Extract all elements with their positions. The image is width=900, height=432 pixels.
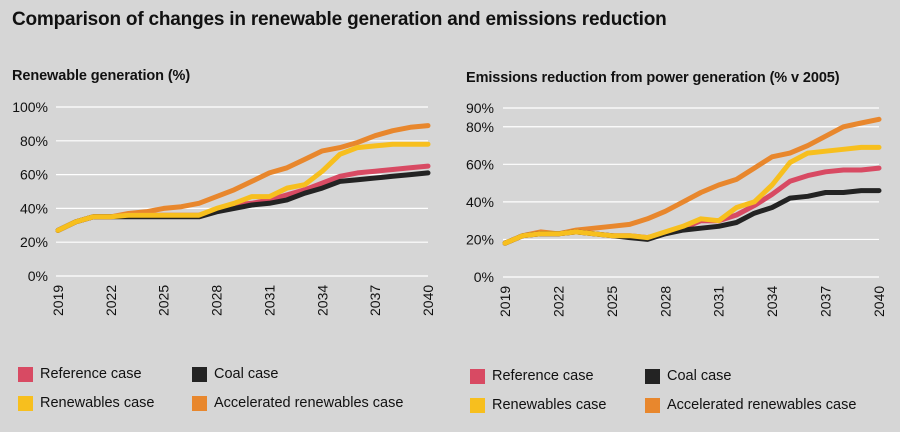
- x-tick-label: 2031: [711, 286, 727, 317]
- legend-label: Coal case: [667, 368, 732, 384]
- x-tick-label: 2040: [420, 285, 436, 316]
- y-tick-label: 0%: [28, 268, 48, 284]
- legend-swatch-renewables: [470, 397, 485, 413]
- y-tick-label: 20%: [466, 231, 494, 247]
- legend-item-renewables-left: Renewables case: [18, 395, 154, 411]
- legend-swatch-coal: [645, 368, 660, 384]
- y-tick-label: 60%: [20, 167, 48, 183]
- legend-item-renewables-right: Renewables case: [470, 397, 606, 413]
- right-chart-title: Emissions reduction from power generatio…: [466, 70, 840, 86]
- legend-swatch-accelerated: [192, 395, 207, 411]
- legend-item-reference-right: Reference case: [470, 368, 594, 384]
- x-tick-label: 2028: [657, 286, 673, 317]
- legend-label: Coal case: [214, 366, 279, 382]
- legend-swatch-coal: [192, 366, 207, 382]
- y-tick-label: 80%: [20, 133, 48, 149]
- y-tick-label: 60%: [466, 156, 494, 172]
- y-tick-label: 40%: [20, 200, 48, 216]
- x-tick-label: 2025: [156, 285, 172, 316]
- x-tick-label: 2025: [604, 286, 620, 317]
- y-tick-label: 0%: [474, 269, 494, 285]
- legend-label: Accelerated renewables case: [214, 395, 404, 411]
- x-tick-label: 2019: [497, 286, 513, 317]
- page-title: Comparison of changes in renewable gener…: [12, 9, 667, 30]
- x-tick-label: 2022: [103, 285, 119, 316]
- y-tick-label: 20%: [20, 234, 48, 250]
- x-tick-label: 2022: [550, 286, 566, 317]
- legend-item-accelerated-right: Accelerated renewables case: [645, 397, 856, 413]
- y-tick-label: 80%: [466, 119, 494, 135]
- legend-swatch-accelerated: [645, 397, 660, 413]
- x-tick-label: 2037: [367, 285, 383, 316]
- legend-label: Renewables case: [40, 395, 155, 411]
- x-tick-label: 2028: [209, 285, 225, 316]
- series-line-renewables: [502, 144, 882, 246]
- series-line-renewables: [55, 141, 431, 233]
- x-tick-label: 2034: [314, 285, 330, 316]
- legend-item-accelerated-left: Accelerated renewables case: [192, 395, 403, 411]
- x-tick-label: 2034: [764, 286, 780, 317]
- legend-label: Reference case: [492, 368, 594, 384]
- legend-label: Accelerated renewables case: [667, 397, 857, 413]
- left-chart-title: Renewable generation (%): [12, 68, 191, 84]
- legend-item-reference-left: Reference case: [18, 366, 142, 382]
- legend-item-coal-left: Coal case: [192, 366, 278, 382]
- x-tick-label: 2019: [50, 285, 66, 316]
- y-tick-label: 100%: [12, 99, 48, 115]
- legend-item-coal-right: Coal case: [645, 368, 731, 384]
- y-tick-label: 40%: [466, 194, 494, 210]
- legend-swatch-reference: [470, 368, 485, 384]
- y-tick-label: 90%: [466, 100, 494, 116]
- x-tick-label: 2031: [261, 285, 277, 316]
- legend-label: Renewables case: [492, 397, 607, 413]
- legend-swatch-reference: [18, 366, 33, 382]
- legend-swatch-renewables: [18, 395, 33, 411]
- legend-label: Reference case: [40, 366, 142, 382]
- x-tick-label: 2040: [871, 286, 887, 317]
- x-tick-label: 2037: [818, 286, 834, 317]
